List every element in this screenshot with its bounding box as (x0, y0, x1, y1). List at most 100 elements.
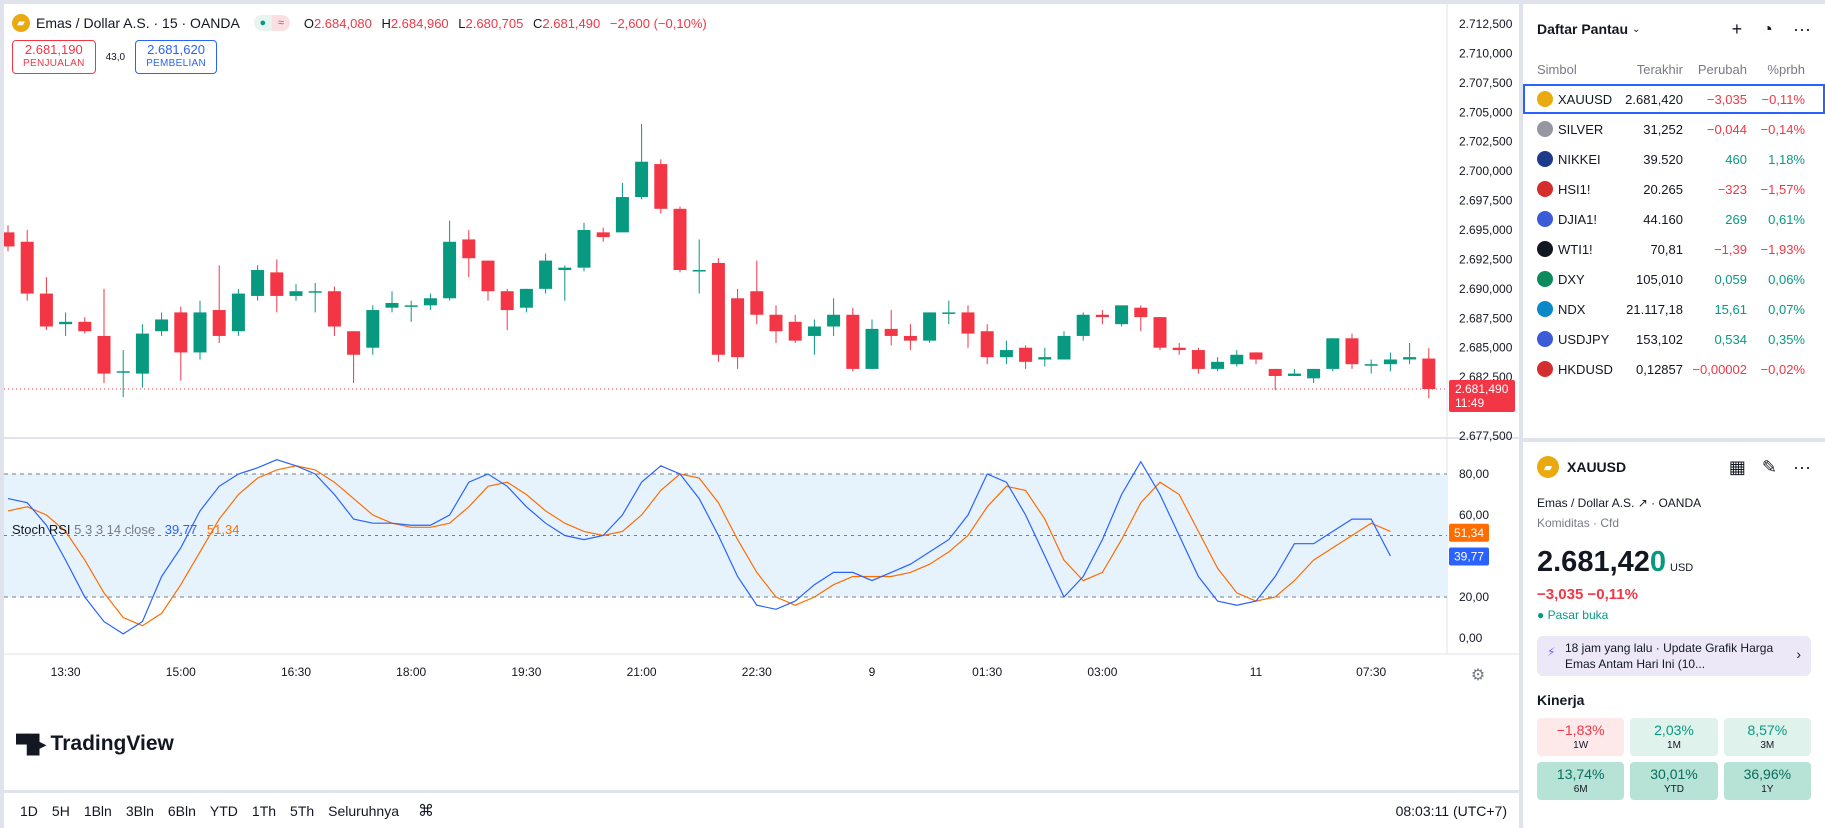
bottom-toolbar: 1D 5H 1Bln 3Bln 6Bln YTD 1Th 5Th Seluruh… (4, 792, 1519, 828)
chevron-down-icon[interactable]: ⌄ (1632, 23, 1641, 35)
range-6m[interactable]: 6Bln (167, 802, 196, 819)
range-all[interactable]: Seluruhnya (328, 802, 399, 819)
price-axis-label: 2.712,500 (1459, 17, 1513, 31)
perf-value: 8,57% (1747, 722, 1788, 738)
col-change[interactable]: Perubah (1697, 61, 1747, 77)
watchlist-row[interactable]: HKDUSD 0,12857 −0,00002 −0,02% (1523, 354, 1825, 384)
details-exchange[interactable]: OANDA (1658, 496, 1702, 510)
last-price-badge (1449, 380, 1515, 413)
range-1d[interactable]: 1D (20, 802, 38, 819)
chart-pane[interactable]: 2.712,500 2.710,000 2.707,500 2.705,000 2.70… (4, 4, 1519, 790)
time-axis-label: 11 (1250, 665, 1263, 679)
stoch-d-line (7, 465, 1391, 627)
stoch-d-value: 51,34 (206, 522, 240, 537)
trade-buttons: 2.681,190 PENJUALAN 43,0 2.681,620 PEMBE… (12, 40, 218, 74)
watchlist-row[interactable]: DJIA1! 44.160 269 0,61% (1523, 204, 1825, 234)
watchlist-panel: Daftar Pantau ⌄ + ◔ ··· Simbol Terakhir … (1523, 4, 1825, 438)
watchlist-row[interactable]: DXY 105,010 0,059 0,06% (1523, 264, 1825, 294)
chart-canvas[interactable]: 2.712,500 2.710,000 2.707,500 2.705,000 2.70… (4, 4, 1519, 790)
price-axis-label: 2.677,500 (1459, 429, 1513, 443)
candle-body (251, 270, 265, 296)
price-main: 2.681,42 (1537, 546, 1650, 578)
performance-cell[interactable]: −1,83% 1W (1537, 718, 1625, 756)
performance-cell[interactable]: 36,96% 1Y (1723, 762, 1811, 800)
news-item[interactable]: ⚡ 18 jam yang lalu · Update Grafik Harga… (1537, 636, 1811, 676)
wl-last: 20.265 (1643, 181, 1683, 197)
watchlist-title[interactable]: Daftar Pantau (1537, 21, 1629, 37)
perf-value: 2,03% (1654, 722, 1694, 738)
gold-bars-icon: ▰ (12, 14, 30, 32)
wl-change: 15,61 (1714, 301, 1747, 317)
edit-icon[interactable]: ✎ (1761, 456, 1778, 477)
performance-cell[interactable]: 13,74% 6M (1537, 762, 1625, 800)
wl-symbol: XAUUSD (1558, 91, 1613, 107)
performance-cell[interactable]: 30,01% YTD (1630, 762, 1718, 800)
range-1m[interactable]: 1Bln (83, 802, 112, 819)
wl-change: −1,39 (1714, 241, 1747, 257)
col-change-pct[interactable]: %prbh (1767, 61, 1805, 77)
candle-body (1153, 317, 1167, 348)
wl-change: −3,035 (1706, 91, 1747, 107)
candle-body (673, 208, 687, 271)
watchlist-row[interactable]: SILVER 31,252 −0,044 −0,14% (1523, 114, 1825, 144)
wl-last: 21.117,18 (1626, 301, 1683, 317)
grid-layout-icon[interactable]: ▦ (1728, 456, 1746, 477)
col-symbol[interactable]: Simbol (1537, 61, 1577, 77)
watchlist-row[interactable]: NDX 21.117,18 15,61 0,07% (1523, 294, 1825, 324)
details-name[interactable]: Emas / Dollar A.S. (1537, 496, 1635, 510)
chevron-right-icon: › (1796, 646, 1801, 662)
candle-body (1076, 314, 1090, 336)
pie-chart-icon[interactable]: ◔ (1762, 18, 1774, 39)
candle-body (577, 230, 591, 268)
range-5d[interactable]: 5H (51, 802, 70, 819)
wl-change-pct: −1,93% (1760, 241, 1805, 257)
candle-body (539, 260, 553, 289)
sell-button[interactable]: 2.681,190 PENJUALAN (12, 40, 96, 74)
tradingview-logo[interactable]: ▀█▸ TradingView (16, 732, 174, 756)
wl-change-pct: 0,35% (1768, 331, 1805, 347)
calendar-icon[interactable]: ⌘ (417, 802, 434, 820)
range-3m[interactable]: 3Bln (125, 802, 154, 819)
watchlist-row[interactable]: USDJPY 153,102 0,534 0,35% (1523, 324, 1825, 354)
range-5y[interactable]: 5Th (290, 802, 315, 819)
range-ytd[interactable]: YTD (209, 802, 238, 819)
approx-icon: ≈ (271, 15, 290, 31)
watchlist-row[interactable]: NIKKEI 39.520 460 1,18% (1523, 144, 1825, 174)
clock-timezone[interactable]: 08:03:11 (UTC+7) (1395, 802, 1507, 819)
stoch-rsi-legend[interactable]: Stoch RSI 5 3 3 14 close 39,77 51,34 (12, 522, 239, 537)
wl-symbol: DXY (1558, 271, 1585, 287)
perf-value: 13,74% (1556, 766, 1605, 782)
watchlist-row[interactable]: HSI1! 20.265 −323 −1,57% (1523, 174, 1825, 204)
candle-body (1095, 314, 1109, 318)
candle-body (78, 321, 92, 332)
more-icon[interactable]: ··· (1793, 456, 1811, 477)
wl-change-pct: 0,06% (1768, 271, 1805, 287)
details-symbol[interactable]: XAUUSD (1567, 459, 1627, 475)
market-status-toggle[interactable]: ● ≈ (253, 15, 290, 31)
performance-cell[interactable]: 8,57% 3M (1723, 718, 1811, 756)
performance-cell[interactable]: 2,03% 1M (1630, 718, 1718, 756)
symbol-title[interactable]: Emas / Dollar A.S. · 15 · OANDA (36, 15, 240, 31)
candle-body (289, 291, 303, 296)
more-icon[interactable]: ··· (1793, 18, 1811, 39)
external-link-icon[interactable]: ↗ (1637, 496, 1652, 510)
buy-button[interactable]: 2.681,620 PEMBELIAN (135, 40, 218, 74)
wl-symbol: HKDUSD (1558, 361, 1613, 377)
candle-body (846, 314, 860, 369)
candle-body (692, 270, 706, 272)
nikkei-icon (1537, 151, 1553, 167)
range-1y[interactable]: 1Th (251, 802, 277, 819)
col-last[interactable]: Terakhir (1636, 61, 1683, 77)
stoch-k-badge (1449, 547, 1489, 566)
perf-period: 1M (1667, 740, 1681, 751)
watchlist-row[interactable]: XAUUSD 2.681,420 −3,035 −0,11% (1523, 84, 1825, 114)
wl-change: 0,059 (1714, 271, 1747, 287)
details-price: 2.681,420 USD (1537, 546, 1693, 579)
stoch-label: Stoch RSI (12, 522, 71, 537)
add-symbol-icon[interactable]: + (1731, 18, 1743, 39)
dollar-icon (1537, 271, 1553, 287)
watchlist-row[interactable]: WTI1! 70,81 −1,39 −1,93% (1523, 234, 1825, 264)
candle-body (1134, 307, 1148, 318)
stoch-k-line (7, 459, 1391, 635)
wl-change: −323 (1717, 181, 1747, 197)
